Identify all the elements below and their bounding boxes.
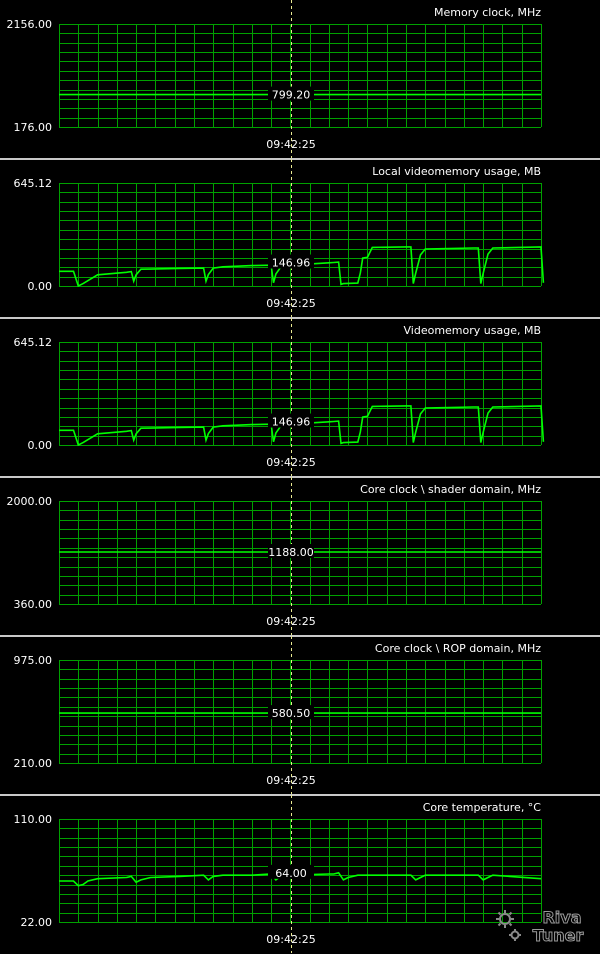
gear-icon: [496, 910, 521, 941]
panel-separator[interactable]: [0, 317, 600, 319]
y-axis-max-label: 645.12: [14, 177, 53, 190]
graph-canvas: 64.00 Core temperature, °C 110.00 22.00 09:4…: [14, 795, 542, 953]
cursor-time-label: 09:42:25: [266, 774, 315, 787]
panel-separator[interactable]: [0, 635, 600, 637]
y-axis-min-label: 0.00: [28, 439, 53, 452]
graph-canvas: 799.20 Memory clock, MHz 2156.00 176.00 09:4…: [7, 0, 542, 158]
panel-separator[interactable]: [0, 158, 600, 160]
y-axis-min-label: 360.00: [14, 598, 53, 611]
cursor-value-backdrop: [268, 705, 314, 720]
cursor-value-backdrop: [268, 413, 314, 428]
monitor-graph-panel[interactable]: 146.96 Local videomemory usage, MB 645.12 0…: [0, 159, 600, 317]
graph-canvas: 146.96 Local videomemory usage, MB 645.12 0…: [14, 159, 545, 317]
cursor-value-label: 146.96: [272, 257, 311, 270]
cursor-value-backdrop: [268, 864, 314, 879]
panel-separator[interactable]: [0, 476, 600, 478]
cursor-time-label: 09:42:25: [266, 138, 315, 151]
y-axis-min-label: 210.00: [14, 757, 53, 770]
cursor-value-label: 146.96: [272, 416, 311, 429]
graph-title: Core clock \ ROP domain, MHz: [375, 642, 541, 655]
graph-grid: [59, 660, 542, 764]
cursor-value-label: 580.50: [272, 707, 311, 720]
panel-separator[interactable]: [0, 794, 600, 796]
logo-text-top: Riva: [542, 908, 581, 927]
monitor-graph-panel[interactable]: 799.20 Memory clock, MHz 2156.00 176.00 09:4…: [0, 0, 600, 158]
graph-title: Core clock \ shader domain, MHz: [360, 483, 541, 496]
series-line: [59, 246, 545, 288]
graph-title: Memory clock, MHz: [434, 6, 541, 19]
cursor-value-backdrop: [268, 543, 314, 558]
y-axis-min-label: 0.00: [28, 280, 53, 293]
monitor-graph-panel[interactable]: 580.50 Core clock \ ROP domain, MHz 975.00…: [0, 636, 600, 794]
graph-title: Local videomemory usage, MB: [372, 165, 541, 178]
graph-title: Videomemory usage, MB: [404, 324, 542, 337]
y-axis-max-label: 2000.00: [7, 495, 53, 508]
monitor-graph-panel[interactable]: 1188.00 Core clock \ shader domain, MHz 20…: [0, 477, 600, 635]
graph-canvas: 1188.00 Core clock \ shader domain, MHz 20…: [7, 477, 542, 635]
cursor-time-label: 09:42:25: [266, 456, 315, 469]
graph-grid: [59, 342, 542, 446]
rivatuner-logo: Riva Tuner: [492, 905, 596, 947]
cursor-value-label: 64.00: [275, 867, 307, 880]
graph-canvas: 146.96 Videomemory usage, MB 645.12 0.00 09:…: [14, 318, 545, 476]
cursor-time-label: 09:42:25: [266, 933, 315, 946]
cursor-value-label: 799.20: [272, 89, 311, 102]
y-axis-max-label: 975.00: [14, 654, 53, 667]
y-axis-min-label: 176.00: [14, 121, 53, 134]
graph-canvas: 580.50 Core clock \ ROP domain, MHz 975.00…: [14, 636, 542, 794]
y-axis-max-label: 645.12: [14, 336, 53, 349]
cursor-value-backdrop: [268, 86, 314, 101]
graph-grid: [59, 24, 542, 128]
cursor-value-label: 1188.00: [268, 546, 314, 559]
y-axis-max-label: 110.00: [14, 813, 53, 826]
cursor-time-label: 09:42:25: [266, 615, 315, 628]
cursor-value-backdrop: [268, 254, 314, 269]
cursor-time-label: 09:42:25: [266, 297, 315, 310]
monitor-graph-panel[interactable]: 146.96 Videomemory usage, MB 645.12 0.00 09:…: [0, 318, 600, 476]
graph-title: Core temperature, °C: [423, 801, 542, 814]
series-line: [59, 405, 545, 447]
logo-text-bottom: Tuner: [533, 926, 584, 945]
y-axis-min-label: 22.00: [21, 916, 53, 929]
y-axis-max-label: 2156.00: [7, 18, 53, 31]
monitor-graph-panel[interactable]: 64.00 Core temperature, °C 110.00 22.00 09:4…: [0, 795, 600, 953]
